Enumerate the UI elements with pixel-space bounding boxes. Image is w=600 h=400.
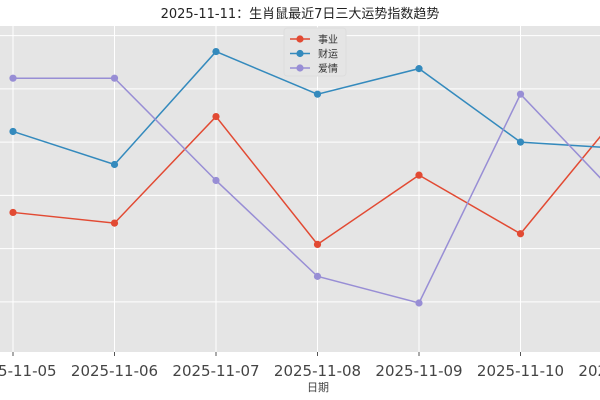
legend-label: 爱情 — [318, 62, 338, 75]
data-point — [516, 138, 525, 146]
x-axis-label: 日期 — [307, 381, 329, 394]
x-tick-label: 2025-11-08 — [274, 362, 361, 380]
series-lines — [9, 47, 600, 307]
x-tick-label: 2025-11-09 — [375, 362, 462, 380]
x-axis-ticks: 2025-11-05 2025-11-06 2025-11-07 2025-11-08… — [0, 352, 600, 380]
data-point — [212, 176, 220, 185]
legend-label: 财运 — [318, 48, 338, 61]
plot-background — [0, 26, 600, 352]
x-tick-label: 2025-11-11 — [578, 362, 600, 380]
data-point — [516, 90, 525, 98]
chart-title: 2025-11-11：生肖鼠最近7日三大运势指数趋势 — [161, 6, 440, 22]
x-tick-label: 2025-11-06 — [71, 362, 158, 380]
data-point — [516, 230, 525, 238]
legend-marker — [296, 35, 304, 43]
x-tick-label: 2025-11-10 — [477, 362, 564, 380]
data-point — [313, 90, 322, 98]
x-tick-label: 2025-11-07 — [172, 362, 259, 380]
data-point — [9, 208, 17, 217]
data-point — [110, 160, 119, 169]
data-point — [313, 272, 322, 280]
data-point — [415, 299, 423, 307]
data-point — [415, 171, 423, 179]
legend-label: 事业 — [318, 33, 338, 46]
data-point — [9, 127, 17, 136]
data-point — [110, 219, 119, 227]
data-point — [415, 65, 423, 73]
data-point — [212, 47, 220, 56]
x-tick-label: 2025-11-05 — [0, 362, 57, 380]
data-point — [9, 74, 17, 82]
legend-marker — [296, 64, 304, 72]
data-point — [313, 240, 322, 248]
data-point — [212, 112, 220, 121]
data-point — [110, 74, 119, 82]
legend-marker — [296, 49, 304, 58]
